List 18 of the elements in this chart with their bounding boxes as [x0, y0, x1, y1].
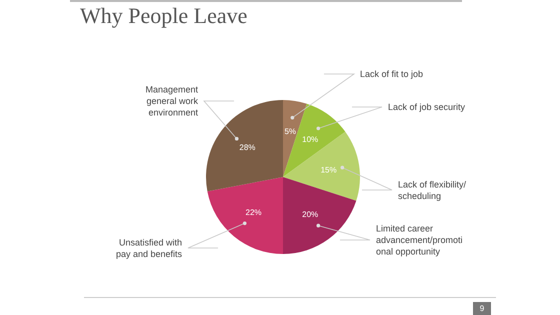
data-label: 20% — [302, 210, 318, 219]
text: 9 — [473, 302, 491, 315]
pie-slice — [283, 177, 356, 254]
pie-slice — [283, 104, 346, 177]
pie-slice — [207, 177, 283, 254]
slice-label: Lack of fit to job — [360, 69, 424, 79]
slice-label: Management general work environment — [145, 84, 198, 118]
data-label: 10% — [302, 135, 318, 144]
data-label: 5% — [284, 126, 296, 136]
slice-label: Unsatisfied with pay and benefits — [116, 237, 182, 259]
slice-label: Limited career advancement/promotional opportunity — [376, 224, 463, 256]
slice-label: Lack of flexibility/ scheduling — [398, 179, 467, 201]
chart-title: Why People Leave — [80, 3, 248, 29]
data-label: 15% — [320, 165, 337, 174]
data-label: 28% — [239, 143, 256, 152]
data-label: 22% — [246, 208, 262, 218]
pie-slice — [206, 100, 283, 192]
slice-label: Lack of job security — [388, 102, 466, 112]
